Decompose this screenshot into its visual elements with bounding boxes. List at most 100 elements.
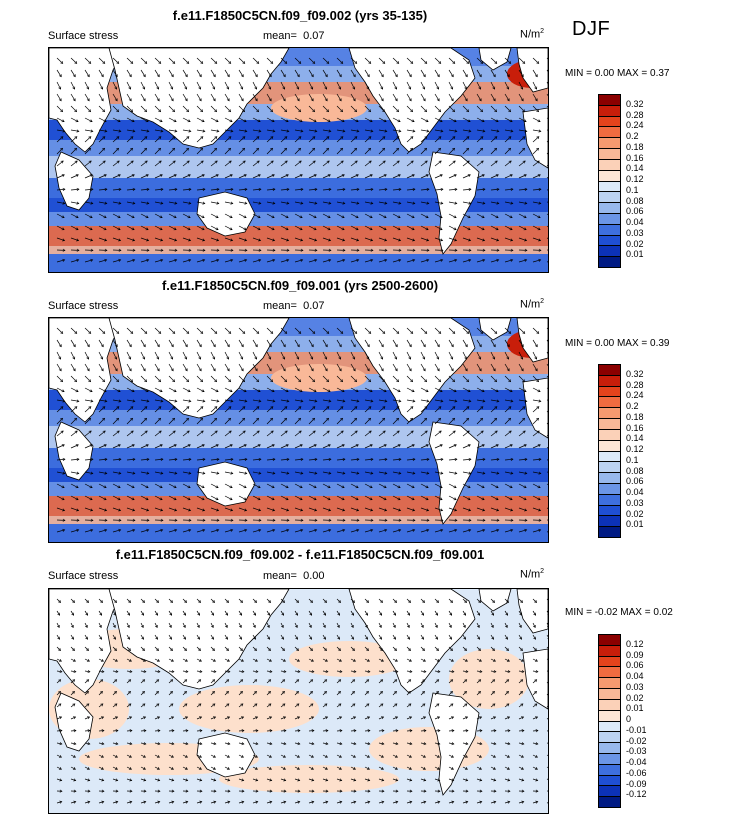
wind-vector-head bbox=[131, 389, 135, 393]
wind-vector bbox=[238, 634, 242, 640]
wind-vector bbox=[210, 483, 219, 488]
wind-vector bbox=[308, 483, 317, 488]
wind-vector-head bbox=[297, 669, 301, 674]
wind-vector-head bbox=[216, 471, 220, 475]
wind-vector bbox=[378, 418, 385, 425]
wind-vector-head bbox=[352, 368, 356, 372]
wind-vector-head bbox=[184, 356, 188, 360]
wind-vector bbox=[448, 471, 457, 474]
panel-3-mean-label: mean= 0.00 bbox=[263, 570, 325, 582]
wind-vector bbox=[168, 213, 177, 218]
wind-vector bbox=[70, 458, 79, 461]
wind-vector bbox=[294, 495, 303, 501]
wind-vector-head bbox=[215, 174, 219, 177]
wind-vector bbox=[154, 387, 163, 392]
wind-vector-head bbox=[535, 789, 539, 793]
wind-vector bbox=[196, 136, 204, 143]
wind-vector bbox=[308, 225, 317, 231]
wind-vector bbox=[448, 495, 457, 501]
wind-vector bbox=[56, 129, 65, 132]
wind-vector-head bbox=[244, 201, 248, 205]
wind-vector bbox=[154, 129, 163, 132]
wind-vector bbox=[490, 483, 499, 488]
wind-vector-head bbox=[243, 389, 247, 393]
wind-vector bbox=[210, 93, 216, 102]
wind-vector-head bbox=[496, 238, 500, 242]
wind-vector-head bbox=[58, 648, 61, 651]
wind-vector-head bbox=[536, 331, 540, 334]
wind-vector bbox=[504, 529, 513, 533]
wind-vector bbox=[490, 201, 499, 204]
wind-vector bbox=[238, 703, 244, 708]
wind-vector-head bbox=[59, 778, 63, 782]
wind-vector-head bbox=[324, 74, 328, 78]
wind-vector bbox=[308, 148, 315, 155]
wind-vector-head bbox=[380, 767, 384, 770]
wind-vector bbox=[112, 213, 121, 218]
wind-vector bbox=[196, 201, 205, 204]
wind-vector-head bbox=[244, 508, 248, 512]
wind-vector-head bbox=[408, 691, 411, 694]
wind-vector bbox=[84, 634, 88, 640]
wind-vector-head bbox=[524, 471, 528, 475]
stress-band bbox=[49, 482, 548, 496]
wind-vector bbox=[378, 444, 387, 449]
wind-vector-head bbox=[383, 389, 387, 393]
colorbar-tick-label: 0.24 bbox=[626, 390, 644, 401]
wind-vector-head bbox=[450, 86, 454, 90]
wind-vector bbox=[98, 483, 107, 488]
wind-vector bbox=[392, 399, 401, 402]
wind-vector-head bbox=[366, 703, 370, 707]
wind-vector-head bbox=[128, 754, 132, 758]
wind-vector-head bbox=[216, 508, 220, 512]
wind-vector bbox=[434, 430, 442, 437]
wind-vector bbox=[406, 237, 415, 241]
colorbar-box bbox=[599, 483, 620, 495]
wind-vector-head bbox=[156, 767, 160, 770]
wind-vector bbox=[322, 766, 328, 770]
wind-vector-head bbox=[510, 399, 514, 403]
wind-vector bbox=[546, 693, 548, 696]
wind-vector bbox=[224, 225, 233, 231]
wind-vector-head bbox=[142, 98, 146, 102]
wind-vector bbox=[266, 703, 272, 708]
wind-vector bbox=[518, 399, 527, 402]
wind-vector bbox=[126, 339, 132, 347]
wind-vector-head bbox=[298, 417, 301, 421]
wind-vector bbox=[280, 129, 289, 132]
wind-vector-head bbox=[534, 86, 538, 90]
wind-vector-head bbox=[230, 508, 234, 512]
wind-vector bbox=[406, 81, 411, 90]
colorbar-tick-label: -0.04 bbox=[626, 757, 647, 767]
wind-vector bbox=[84, 174, 93, 179]
colorbar-tick-label: 0.18 bbox=[626, 411, 644, 422]
wind-vector bbox=[252, 225, 261, 231]
wind-vector bbox=[112, 387, 121, 392]
wind-vector bbox=[266, 225, 275, 231]
wind-vector bbox=[196, 610, 200, 616]
wind-vector bbox=[448, 766, 454, 770]
wind-vector bbox=[350, 259, 359, 263]
wind-vector-head bbox=[314, 258, 318, 262]
wind-vector bbox=[168, 801, 174, 804]
wind-vector-head bbox=[368, 379, 372, 383]
wind-vector-head bbox=[324, 368, 328, 372]
wind-vector-head bbox=[450, 703, 454, 707]
wind-vector-head bbox=[230, 528, 234, 532]
wind-vector bbox=[434, 646, 439, 651]
wind-vector bbox=[532, 399, 541, 402]
wind-vector bbox=[546, 351, 548, 355]
wind-vector bbox=[280, 754, 286, 758]
wind-vector bbox=[280, 646, 285, 651]
wind-vector bbox=[196, 598, 201, 603]
wind-vector-head bbox=[60, 147, 63, 151]
wind-vector-head bbox=[101, 742, 105, 746]
wind-vector-head bbox=[505, 636, 508, 640]
wind-vector bbox=[336, 444, 345, 449]
wind-vector-head bbox=[381, 729, 385, 733]
wind-vector-head bbox=[158, 430, 162, 434]
wind-vector-head bbox=[226, 356, 230, 360]
wind-vector-head bbox=[370, 528, 374, 532]
wind-vector bbox=[434, 188, 443, 191]
wind-vector bbox=[378, 458, 387, 461]
